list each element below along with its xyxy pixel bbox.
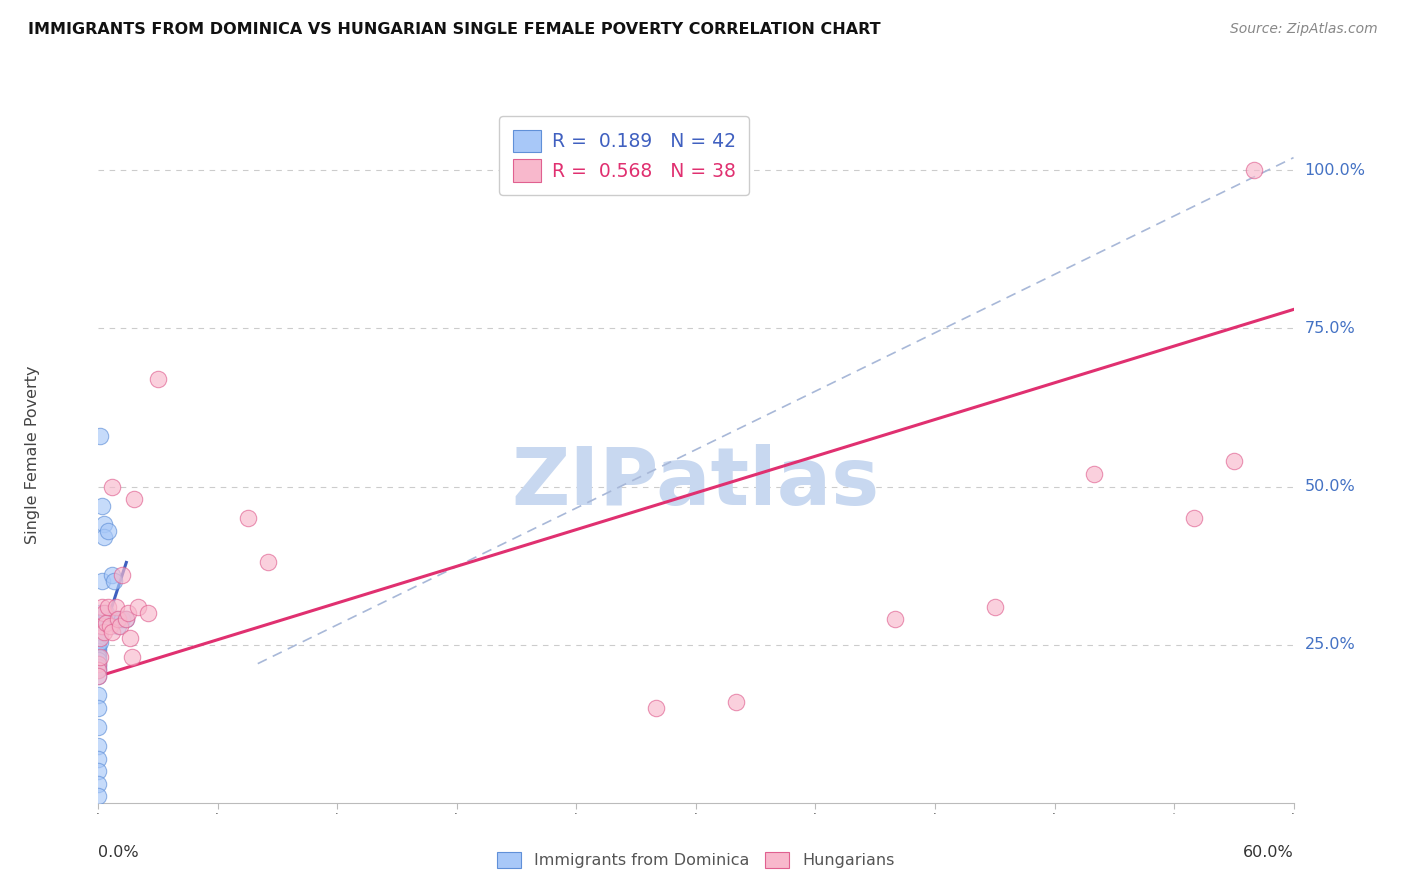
Point	[87, 669, 110, 683]
Point	[101, 479, 124, 493]
Point	[97, 599, 120, 614]
Point	[87, 660, 110, 674]
Point	[256, 556, 278, 570]
Point	[96, 615, 118, 630]
Point	[120, 632, 142, 646]
Point	[98, 618, 122, 632]
Point	[89, 632, 111, 646]
Text: 50.0%: 50.0%	[1305, 479, 1355, 494]
Point	[115, 612, 138, 626]
Point	[91, 499, 114, 513]
Point	[1243, 163, 1265, 178]
Point	[89, 429, 111, 443]
Text: IMMIGRANTS FROM DOMINICA VS HUNGARIAN SINGLE FEMALE POVERTY CORRELATION CHART: IMMIGRANTS FROM DOMINICA VS HUNGARIAN SI…	[28, 22, 880, 37]
Point	[87, 657, 110, 671]
Point	[117, 606, 139, 620]
Point	[97, 524, 120, 538]
Point	[983, 599, 1005, 614]
Text: 75.0%: 75.0%	[1305, 321, 1355, 336]
Point	[87, 625, 110, 640]
Point	[87, 647, 110, 661]
Point	[115, 612, 138, 626]
Point	[87, 634, 110, 648]
Point	[93, 530, 115, 544]
Point	[87, 720, 110, 734]
Point	[87, 632, 110, 646]
Point	[87, 777, 110, 791]
Point	[1222, 454, 1246, 468]
Point	[89, 650, 111, 665]
Point	[1083, 467, 1105, 481]
Point	[87, 669, 110, 683]
Point	[87, 701, 110, 715]
Point	[87, 688, 110, 702]
Legend: Immigrants from Dominica, Hungarians: Immigrants from Dominica, Hungarians	[491, 846, 901, 875]
Point	[148, 372, 170, 386]
Point	[645, 701, 668, 715]
Point	[87, 612, 110, 626]
Point	[1182, 511, 1205, 525]
Point	[87, 640, 110, 655]
Point	[103, 574, 125, 589]
Point	[87, 764, 110, 779]
Point	[87, 739, 110, 753]
Text: Single Female Poverty: Single Female Poverty	[25, 366, 41, 544]
Point	[87, 663, 110, 677]
Point	[89, 606, 111, 620]
Point	[87, 663, 110, 677]
Point	[91, 574, 114, 589]
Point	[105, 612, 128, 626]
Point	[91, 599, 114, 614]
Point	[89, 615, 111, 630]
Point	[93, 606, 115, 620]
Text: 60.0%: 60.0%	[1243, 845, 1294, 860]
Point	[89, 625, 111, 640]
Point	[87, 628, 110, 642]
Point	[127, 599, 149, 614]
Point	[87, 751, 110, 765]
Point	[884, 612, 907, 626]
Point	[236, 511, 259, 525]
Point	[105, 599, 128, 614]
Point	[89, 634, 111, 648]
Point	[87, 618, 110, 632]
Point	[136, 606, 159, 620]
Point	[87, 653, 110, 667]
Point	[87, 650, 110, 665]
Text: ZIPatlas: ZIPatlas	[512, 443, 880, 522]
Point	[111, 568, 134, 582]
Point	[93, 625, 115, 640]
Text: Source: ZipAtlas.com: Source: ZipAtlas.com	[1230, 22, 1378, 37]
Point	[91, 618, 114, 632]
Point	[96, 606, 118, 620]
Point	[124, 492, 146, 507]
Point	[87, 789, 110, 804]
Point	[93, 517, 115, 532]
Point	[121, 650, 143, 665]
Point	[107, 612, 129, 626]
Point	[87, 644, 110, 658]
Point	[1382, 163, 1405, 178]
Text: 0.0%: 0.0%	[98, 845, 139, 860]
Point	[101, 625, 124, 640]
Point	[98, 612, 122, 626]
Text: 100.0%: 100.0%	[1305, 163, 1365, 178]
Point	[110, 618, 132, 632]
Point	[87, 657, 110, 671]
Point	[101, 568, 124, 582]
Point	[724, 695, 747, 709]
Point	[107, 618, 129, 632]
Point	[87, 638, 110, 652]
Text: 25.0%: 25.0%	[1305, 637, 1355, 652]
Point	[111, 612, 134, 626]
